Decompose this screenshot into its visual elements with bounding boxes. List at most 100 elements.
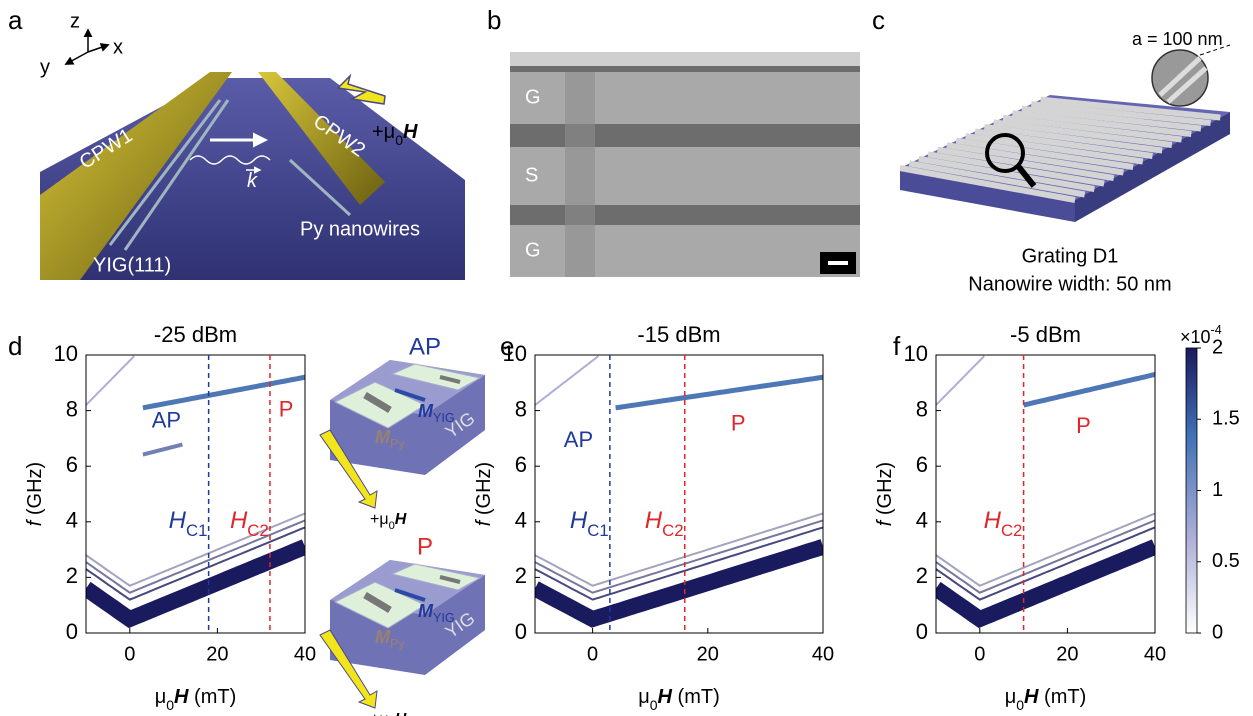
x-tick-label: 20 xyxy=(697,643,719,665)
panel-letter: a xyxy=(8,5,23,35)
panel-letter: c xyxy=(872,5,885,35)
y-tick-label: 6 xyxy=(66,452,78,477)
text-part: H xyxy=(570,507,588,534)
text-part: (mT) xyxy=(1039,686,1087,708)
axis-name: x xyxy=(113,36,123,58)
state-label: AP xyxy=(409,333,441,360)
colorbar xyxy=(1186,348,1197,633)
y-tick-label: 4 xyxy=(66,508,78,533)
electrode-g xyxy=(510,225,860,277)
y-axis-label: f (GHz) xyxy=(24,462,46,526)
y-tick-label: 8 xyxy=(515,396,527,421)
colorbar-tick-label: 0 xyxy=(1212,621,1223,643)
scale-bar xyxy=(828,261,848,265)
text-part: Py xyxy=(390,637,405,651)
y-tick-label: 4 xyxy=(916,508,928,533)
text-part: H xyxy=(395,711,407,716)
x-tick-label: 0 xyxy=(974,643,985,665)
state-label: AP xyxy=(564,427,593,452)
x-tick-label: 40 xyxy=(1144,643,1166,665)
y-tick-label: 4 xyxy=(515,508,527,533)
electrode-label: S xyxy=(525,164,538,186)
text-part: k xyxy=(247,170,258,192)
electrode-s xyxy=(510,147,860,205)
text-part: +μ xyxy=(370,511,389,528)
text-part: H xyxy=(395,511,407,528)
text-part: H xyxy=(174,686,189,708)
text-part: (mT) xyxy=(672,686,720,708)
spacing-label: a = 100 nm xyxy=(1132,29,1223,49)
text-part: μ xyxy=(1005,686,1017,708)
text-part: C2 xyxy=(247,521,268,540)
x-axis-label: μ0H (mT) xyxy=(155,686,237,712)
panel-letter: f xyxy=(893,331,901,361)
panel-letter: d xyxy=(8,331,22,361)
text-part: H xyxy=(403,121,418,143)
field-label: +μ0H xyxy=(370,511,407,532)
heatmap xyxy=(535,355,823,633)
text-part: μ xyxy=(638,686,650,708)
text-part: (GHz) xyxy=(24,462,46,521)
state-label: P xyxy=(731,410,746,435)
electrode-label: G xyxy=(525,239,541,261)
electrode-g xyxy=(510,72,860,124)
field-label: +μ0H xyxy=(370,711,407,716)
text-part: M xyxy=(418,601,434,621)
caption: Grating D1 xyxy=(1022,245,1119,267)
text-part: H xyxy=(984,507,1002,534)
panel-c xyxy=(900,45,1230,222)
y-tick-label: 0 xyxy=(66,619,78,644)
electrode-label: G xyxy=(525,86,541,108)
y-tick-label: 10 xyxy=(904,341,928,366)
text-part: M xyxy=(375,427,391,447)
y-tick-label: 2 xyxy=(515,563,527,588)
text-part: Py xyxy=(390,437,405,451)
text-part: 0 xyxy=(395,132,403,148)
text-part: ×10 xyxy=(1180,327,1211,347)
text-part: +μ xyxy=(370,711,389,716)
text-part: H xyxy=(658,686,673,708)
text-part: C2 xyxy=(662,521,683,540)
state-label: P xyxy=(279,396,294,421)
y-axis-label: f (GHz) xyxy=(874,462,896,526)
text-part: C2 xyxy=(1001,521,1022,540)
y-tick-label: 10 xyxy=(54,341,78,366)
text-part: -4 xyxy=(1211,323,1222,337)
plot-title: -5 dBm xyxy=(1010,322,1081,347)
plot-title: -15 dBm xyxy=(637,322,720,347)
text-part: μ xyxy=(155,686,167,708)
text-part: M xyxy=(375,627,391,647)
y-tick-label: 8 xyxy=(916,396,928,421)
yig-label: YIG(111) xyxy=(93,254,171,276)
axis-name: z xyxy=(70,10,80,32)
heatmap xyxy=(936,355,1155,633)
grating xyxy=(565,72,595,277)
state-label: AP xyxy=(152,408,181,433)
heatmap xyxy=(86,355,305,633)
text-part: H xyxy=(645,507,663,534)
y-tick-label: 2 xyxy=(916,563,928,588)
colorbar-tick-label: 1.5 xyxy=(1212,408,1240,430)
state-label: P xyxy=(417,533,433,560)
text-part: 0 xyxy=(166,697,174,713)
x-tick-label: 40 xyxy=(812,643,834,665)
text-part: 0 xyxy=(1016,697,1024,713)
y-tick-label: 6 xyxy=(515,452,527,477)
y-axis-label: f (GHz) xyxy=(473,462,495,526)
text-part: (GHz) xyxy=(473,462,495,521)
x-axis-label: μ0H (mT) xyxy=(638,686,720,712)
py-label: Py nanowires xyxy=(300,218,420,240)
sem-edge xyxy=(510,52,860,66)
colorbar-tick-label: 0.5 xyxy=(1212,550,1240,572)
text-part: C1 xyxy=(186,521,207,540)
plot-title: -25 dBm xyxy=(154,322,237,347)
text-part: H xyxy=(169,507,187,534)
y-tick-label: 0 xyxy=(515,619,527,644)
colorbar-tick-label: 1 xyxy=(1212,479,1223,501)
y-tick-label: 8 xyxy=(66,396,78,421)
x-tick-label: 20 xyxy=(206,643,228,665)
axis-y xyxy=(66,52,88,64)
text-part: H xyxy=(1024,686,1039,708)
x-tick-label: 20 xyxy=(1056,643,1078,665)
x-axis-label: μ0H (mT) xyxy=(1005,686,1087,712)
